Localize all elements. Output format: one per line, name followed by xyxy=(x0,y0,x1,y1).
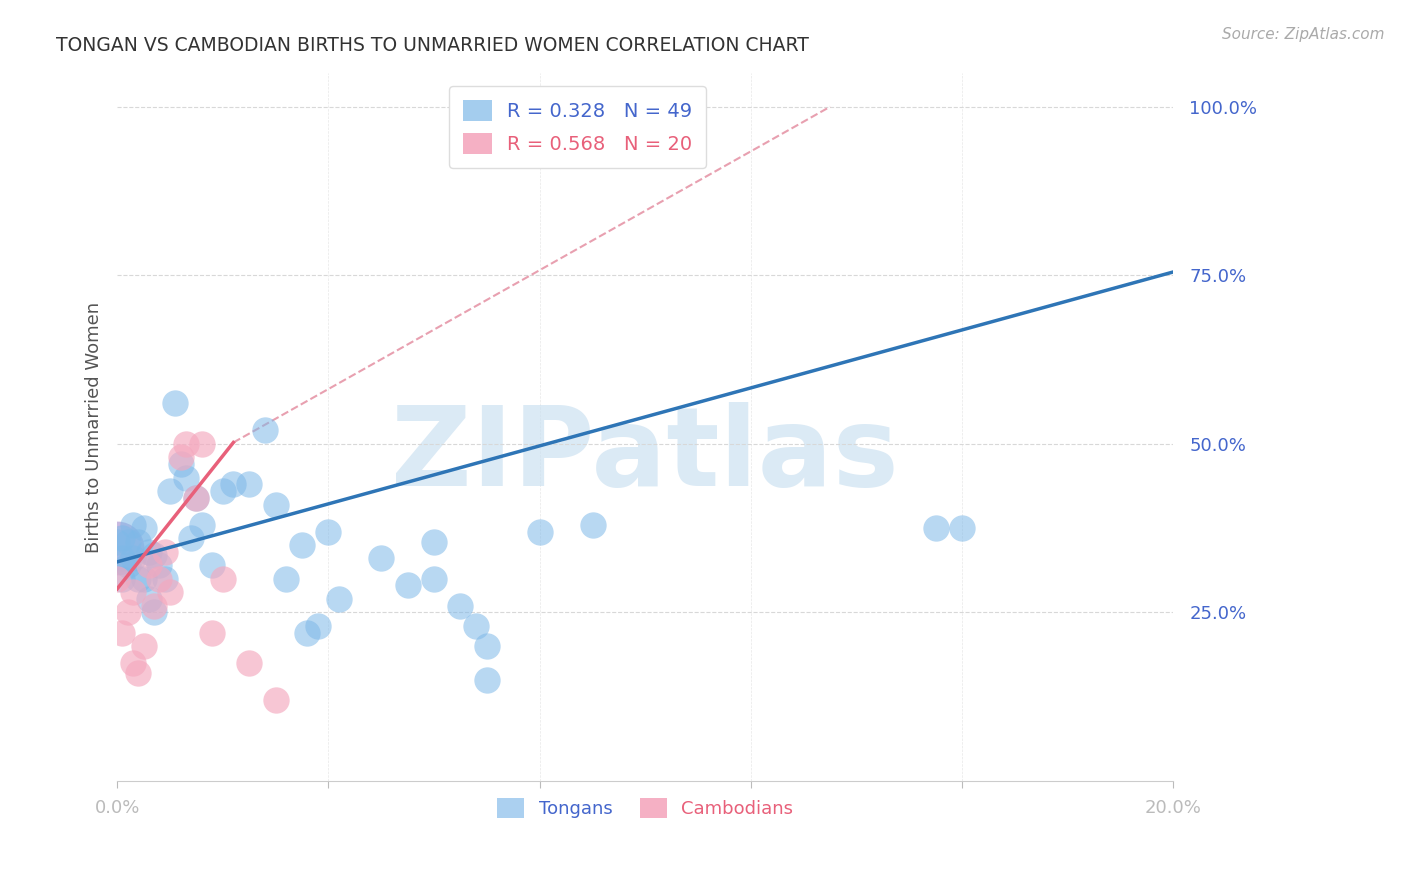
Point xyxy=(581,517,603,532)
Point xyxy=(396,578,419,592)
Point xyxy=(254,423,277,437)
Point xyxy=(291,538,314,552)
Point xyxy=(159,483,181,498)
Point xyxy=(148,572,170,586)
Point xyxy=(105,534,128,549)
Point xyxy=(211,483,233,498)
Point xyxy=(186,491,208,505)
Point xyxy=(122,585,145,599)
Point xyxy=(122,551,145,566)
Point xyxy=(465,619,488,633)
Point xyxy=(318,524,340,539)
Text: ZIPatlas: ZIPatlas xyxy=(391,401,900,508)
Point xyxy=(307,619,329,633)
Point xyxy=(122,517,145,532)
Point xyxy=(111,572,134,586)
Point xyxy=(127,534,149,549)
Point xyxy=(238,656,260,670)
Point xyxy=(138,591,160,606)
Point xyxy=(105,541,128,556)
Point xyxy=(122,656,145,670)
Point xyxy=(450,599,472,613)
Point xyxy=(423,534,446,549)
Point xyxy=(169,450,191,465)
Point xyxy=(201,625,224,640)
Point xyxy=(529,524,551,539)
Point xyxy=(276,572,298,586)
Point xyxy=(153,572,176,586)
Point xyxy=(153,545,176,559)
Point xyxy=(132,521,155,535)
Legend: Tongans, Cambodians: Tongans, Cambodians xyxy=(491,790,800,825)
Point xyxy=(264,693,287,707)
Point xyxy=(264,498,287,512)
Point xyxy=(127,572,149,586)
Point xyxy=(105,572,128,586)
Point xyxy=(138,545,160,559)
Y-axis label: Births to Unmarried Women: Births to Unmarried Women xyxy=(86,301,103,552)
Point xyxy=(370,551,392,566)
Point xyxy=(925,521,948,535)
Point xyxy=(143,606,166,620)
Point xyxy=(117,606,139,620)
Point xyxy=(180,531,202,545)
Point xyxy=(117,534,139,549)
Text: TONGAN VS CAMBODIAN BIRTHS TO UNMARRIED WOMEN CORRELATION CHART: TONGAN VS CAMBODIAN BIRTHS TO UNMARRIED … xyxy=(56,36,808,54)
Point xyxy=(201,558,224,573)
Point xyxy=(238,477,260,491)
Point xyxy=(127,666,149,681)
Point xyxy=(165,396,187,410)
Point xyxy=(111,625,134,640)
Point xyxy=(111,531,134,545)
Point xyxy=(423,572,446,586)
Point xyxy=(297,625,319,640)
Point xyxy=(190,517,212,532)
Point xyxy=(211,572,233,586)
Point xyxy=(138,558,160,573)
Point xyxy=(143,548,166,562)
Point xyxy=(186,491,208,505)
Point xyxy=(143,599,166,613)
Point xyxy=(190,437,212,451)
Point xyxy=(132,572,155,586)
Point xyxy=(148,558,170,573)
Point xyxy=(174,437,197,451)
Point xyxy=(475,639,498,653)
Point xyxy=(950,521,973,535)
Point xyxy=(169,457,191,471)
Text: Source: ZipAtlas.com: Source: ZipAtlas.com xyxy=(1222,27,1385,42)
Point xyxy=(117,558,139,573)
Point xyxy=(132,639,155,653)
Point xyxy=(159,585,181,599)
Point xyxy=(111,551,134,566)
Point xyxy=(174,470,197,484)
Point xyxy=(222,477,245,491)
Point xyxy=(328,591,350,606)
Point xyxy=(475,673,498,687)
